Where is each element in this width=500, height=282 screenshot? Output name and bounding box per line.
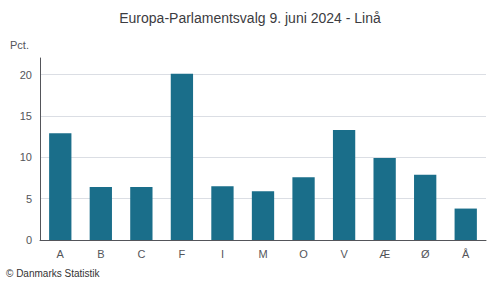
svg-text:B: B [97, 248, 104, 260]
svg-text:20: 20 [20, 69, 32, 81]
svg-text:0: 0 [26, 234, 32, 246]
svg-text:V: V [340, 248, 348, 260]
svg-text:© Danmarks Statistik: © Danmarks Statistik [6, 268, 101, 279]
svg-text:15: 15 [20, 110, 32, 122]
svg-text:O: O [299, 248, 308, 260]
svg-text:C: C [137, 248, 145, 260]
svg-text:M: M [258, 248, 267, 260]
svg-text:I: I [221, 248, 224, 260]
svg-text:Europa-Parlamentsvalg 9. juni: Europa-Parlamentsvalg 9. juni 2024 - Lin… [119, 10, 381, 26]
svg-text:F: F [179, 248, 186, 260]
svg-text:5: 5 [26, 193, 32, 205]
svg-text:10: 10 [20, 151, 32, 163]
svg-text:Æ: Æ [379, 248, 390, 260]
svg-text:Pct.: Pct. [10, 39, 29, 51]
svg-text:Å: Å [462, 248, 470, 260]
svg-text:A: A [57, 248, 65, 260]
svg-text:Ø: Ø [421, 248, 430, 260]
